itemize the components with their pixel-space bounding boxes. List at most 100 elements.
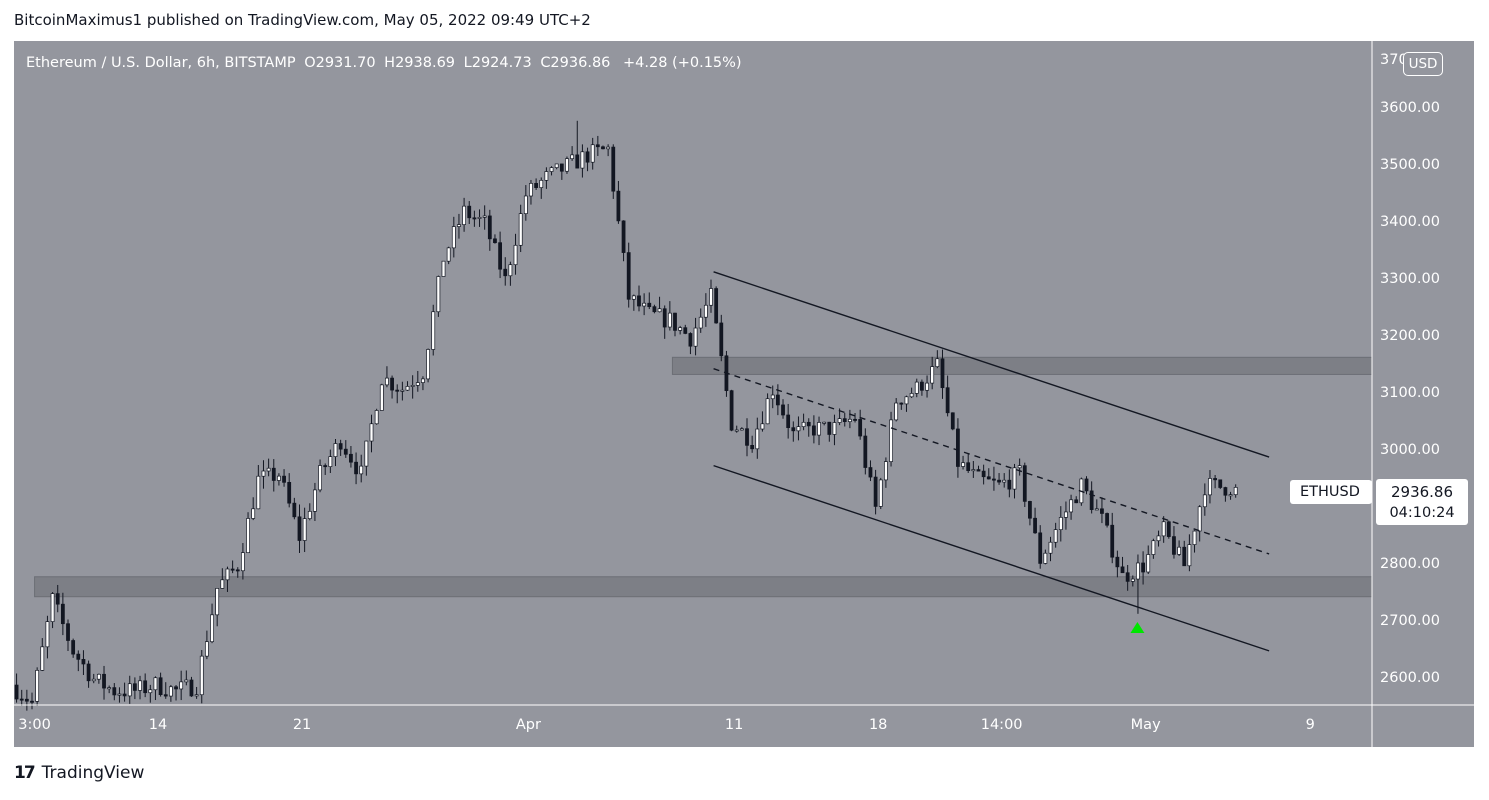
candle <box>1084 476 1089 495</box>
candle-body <box>683 327 688 334</box>
zones <box>34 356 1373 598</box>
candle <box>55 584 60 613</box>
candle-body <box>86 663 91 682</box>
candle-body <box>364 440 369 467</box>
candle <box>318 459 322 493</box>
candle-body <box>1002 479 1007 483</box>
candle <box>86 660 91 688</box>
candle-body <box>667 312 672 328</box>
candle <box>163 682 168 699</box>
candle <box>631 294 636 311</box>
candle-body <box>271 467 276 481</box>
candle <box>775 384 780 416</box>
candle <box>436 275 441 317</box>
candle <box>1218 479 1223 490</box>
candle-body <box>287 481 292 504</box>
symbol-title[interactable]: Ethereum / U.S. Dollar, 6h, BITSTAMP <box>26 55 296 71</box>
candle-body <box>534 183 539 188</box>
candle <box>961 455 965 470</box>
y-tick-label: 3200.00 <box>1380 328 1440 345</box>
candle <box>549 166 554 176</box>
candle-body <box>842 418 847 423</box>
candle-body <box>194 694 199 697</box>
candle-body <box>1007 479 1012 490</box>
candle <box>76 650 81 672</box>
candle <box>889 411 893 467</box>
candle <box>719 314 724 362</box>
candle-body <box>112 687 117 696</box>
candle-body <box>441 260 446 277</box>
candle <box>1177 540 1181 556</box>
candle <box>858 409 863 440</box>
y-tick-label: 3400.00 <box>1380 214 1440 231</box>
candle-body <box>1197 506 1202 532</box>
candle-body <box>1120 566 1125 574</box>
candle-body <box>529 183 533 197</box>
candle <box>739 427 744 431</box>
candle-body <box>1012 467 1017 490</box>
candle <box>1022 462 1027 507</box>
candle <box>853 413 857 423</box>
candle-body <box>1094 508 1099 511</box>
candle <box>950 412 955 431</box>
candle <box>1058 506 1063 542</box>
candle <box>1141 551 1145 585</box>
candle <box>415 370 420 392</box>
y-tick-label: 3000.00 <box>1380 442 1440 459</box>
candle-body <box>554 163 559 168</box>
candle-body <box>168 686 173 697</box>
candle-body <box>637 295 641 307</box>
candle <box>457 213 461 239</box>
candle-body <box>719 322 724 357</box>
candle-body <box>1223 487 1228 496</box>
candle <box>1156 530 1161 547</box>
candle <box>1213 474 1218 489</box>
candle <box>544 167 549 189</box>
candle <box>277 473 281 486</box>
candle-body <box>45 621 50 648</box>
candle-body <box>1028 501 1032 519</box>
candle <box>431 304 436 356</box>
candle-body <box>755 428 760 450</box>
candle <box>899 402 904 410</box>
chart-plot[interactable] <box>14 41 1474 747</box>
y-tick-label: 2600.00 <box>1380 670 1440 687</box>
candle <box>992 466 996 491</box>
channel-mid-line <box>713 368 1270 555</box>
candle-body <box>940 358 945 389</box>
candle <box>174 685 178 701</box>
channel <box>713 271 1270 652</box>
candle-body <box>359 465 364 475</box>
candle-body <box>822 421 827 424</box>
candle <box>441 260 446 277</box>
candle <box>559 163 564 180</box>
candle <box>107 685 112 694</box>
candle-body <box>282 475 286 483</box>
candle-body <box>565 158 569 172</box>
candle <box>1017 458 1022 476</box>
candle-body <box>858 419 863 437</box>
currency-button[interactable]: USD <box>1403 52 1443 76</box>
candle-body <box>549 167 554 172</box>
candle <box>1115 550 1120 578</box>
candle-body <box>148 689 153 694</box>
candle-body <box>215 588 220 616</box>
candle-body <box>338 443 343 450</box>
candle-body <box>714 288 719 324</box>
candle-body <box>657 308 662 313</box>
candle-body <box>107 687 112 690</box>
candle-body <box>662 308 667 328</box>
candle-body <box>837 418 842 423</box>
candle <box>40 638 45 672</box>
candle-body <box>19 698 24 701</box>
tradingview-logo[interactable]: 17 TradingView <box>14 763 144 783</box>
candle <box>611 144 616 199</box>
candle-body <box>786 414 791 429</box>
candle <box>199 650 204 704</box>
candle-body <box>457 224 461 227</box>
candle <box>235 567 240 578</box>
chart-panel[interactable]: Ethereum / U.S. Dollar, 6h, BITSTAMP O29… <box>14 41 1474 747</box>
candle-body <box>709 288 713 306</box>
candle-body <box>132 683 137 691</box>
candle <box>925 375 929 398</box>
